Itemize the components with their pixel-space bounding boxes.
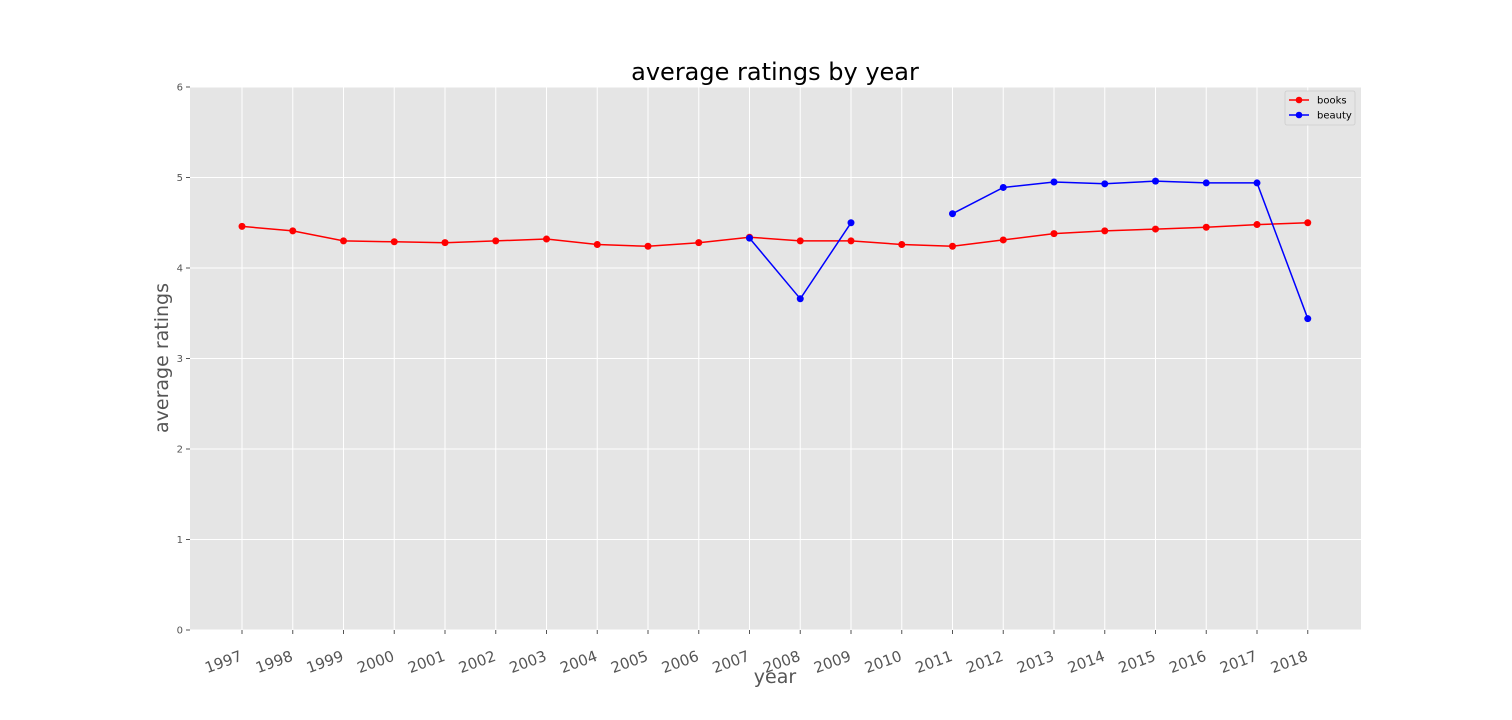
data-point-beauty	[1253, 179, 1261, 187]
data-point-beauty	[746, 234, 753, 242]
chart-title: average ratings by year	[631, 58, 919, 86]
legend-label-beauty: beauty	[1317, 111, 1352, 122]
x-tick-label: 2004	[558, 647, 600, 677]
data-point-beauty	[1152, 177, 1159, 185]
x-tick-label: 2002	[456, 647, 498, 677]
data-point-books	[492, 237, 500, 245]
legend-label-books: books	[1317, 96, 1347, 107]
data-point-books	[949, 242, 956, 250]
data-point-beauty	[1050, 178, 1058, 186]
data-point-beauty	[999, 183, 1007, 191]
y-tick-label: 2	[177, 445, 183, 456]
x-tick-label: 2009	[811, 647, 853, 677]
data-point-books	[543, 235, 550, 243]
x-tick-label: 1999	[304, 647, 346, 677]
data-point-books	[441, 239, 449, 247]
data-point-books	[238, 222, 246, 230]
data-point-beauty	[1304, 315, 1312, 323]
series-beauty	[746, 177, 1312, 323]
data-point-beauty	[1202, 179, 1210, 187]
data-point-books	[898, 240, 906, 248]
x-tick-label: 2010	[862, 647, 904, 677]
y-axis-label: average ratings	[151, 283, 173, 433]
data-point-books	[695, 239, 703, 247]
x-tick-label: 2013	[1014, 647, 1056, 677]
x-tick-label: 2003	[507, 647, 549, 677]
data-point-beauty	[847, 219, 855, 227]
data-point-books	[1202, 223, 1210, 231]
x-tick-label: 1997	[202, 647, 244, 677]
x-tick-label: 2018	[1268, 647, 1310, 677]
x-axis-label: year	[754, 666, 797, 688]
data-point-books	[1253, 221, 1261, 229]
y-tick-labels: 0 1 2 3 4 5 6	[177, 83, 190, 637]
data-point-books	[1152, 225, 1159, 233]
x-tick-label: 2012	[964, 647, 1006, 677]
data-point-books	[1050, 230, 1058, 238]
x-tick-label: 1998	[253, 647, 295, 677]
series-group	[238, 177, 1312, 323]
x-tick-label: 2015	[1116, 647, 1158, 677]
x-tick-label: 2011	[913, 647, 955, 677]
legend-marker-books	[1295, 96, 1303, 104]
x-tick-label: 2014	[1065, 647, 1107, 677]
data-point-books	[1101, 227, 1109, 235]
data-point-beauty	[949, 210, 956, 218]
data-point-books	[644, 242, 652, 250]
data-point-books	[1304, 219, 1312, 227]
y-tick-label: 1	[177, 535, 183, 546]
series-books	[238, 219, 1312, 250]
data-point-books	[999, 236, 1007, 244]
y-tick-label: 4	[177, 264, 183, 275]
x-tick-label: 2017	[1217, 647, 1259, 677]
grid-lines	[190, 86, 1361, 631]
data-point-books	[796, 237, 804, 245]
data-point-books	[289, 227, 297, 235]
series-line-beauty	[952, 180, 1309, 319]
legend-marker-beauty	[1295, 111, 1303, 119]
x-tick-label: 2000	[355, 647, 397, 677]
data-point-books	[340, 237, 347, 245]
data-point-books	[847, 237, 855, 245]
x-tick-label: 2006	[659, 647, 701, 677]
legend: books beauty	[1284, 90, 1356, 126]
x-tick-label: 2007	[710, 647, 752, 677]
series-line-books	[241, 222, 1308, 248]
y-tick-label: 5	[177, 173, 183, 184]
data-point-books	[593, 240, 601, 248]
data-point-beauty	[1101, 180, 1109, 188]
y-tick-label: 3	[177, 354, 183, 365]
x-tick-label: 2001	[405, 647, 447, 677]
data-point-beauty	[796, 295, 804, 303]
x-tick-label: 2016	[1167, 647, 1209, 677]
y-tick-label: 0	[177, 626, 183, 637]
data-point-books	[390, 238, 398, 246]
x-tick-label: 2005	[608, 647, 650, 677]
y-tick-label: 6	[177, 83, 183, 94]
